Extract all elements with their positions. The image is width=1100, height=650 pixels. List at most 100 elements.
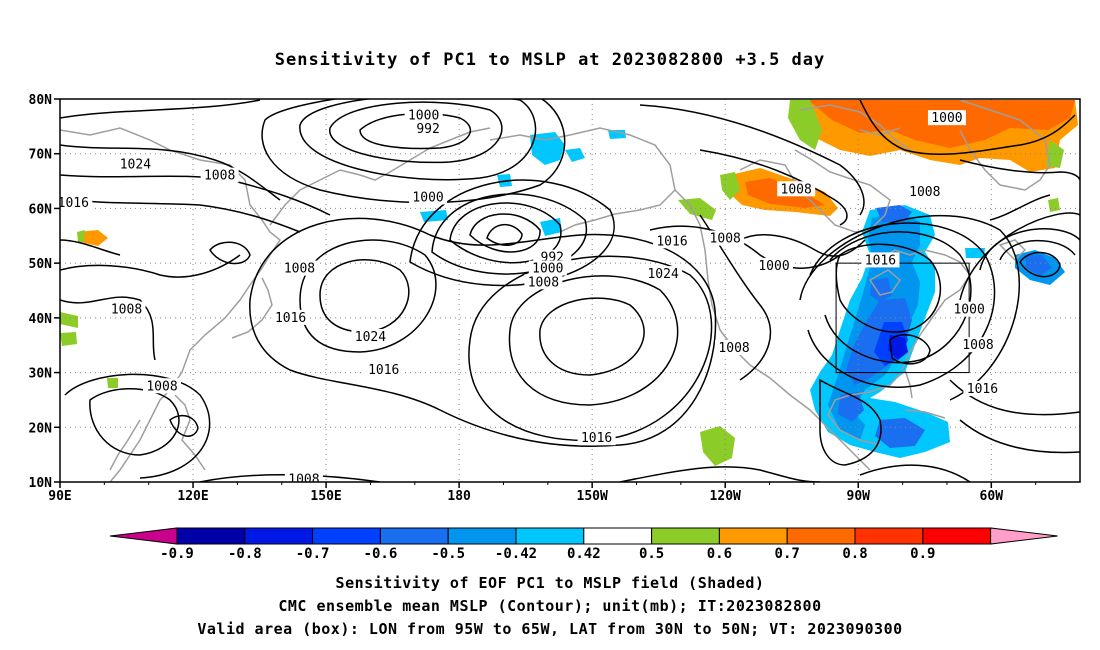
lon-tick-label: 120E [177, 489, 208, 504]
caption-contour: CMC ensemble mean MSLP (Contour); unit(m… [278, 597, 822, 615]
colorbar-segment [651, 527, 720, 545]
contour-label: 1000 [758, 259, 789, 274]
lon-tick-label: 150E [310, 489, 341, 504]
colorbar-label: 0.5 [639, 546, 664, 562]
plot-frame [59, 98, 1081, 483]
latitude-axis: 80N 70N 60N 50N 40N 30N 20N 10N [29, 93, 60, 491]
contour-label-bg [755, 257, 793, 273]
contour-label-bg [364, 361, 403, 377]
map-title: Sensitivity of PC1 to MSLP at 2023082800… [274, 50, 826, 70]
colorbar-label: -0.9 [160, 546, 194, 562]
colorbar-label: 0.7 [775, 546, 800, 562]
caption-shading: Sensitivity of EOF PC1 to MSLP field (Sh… [335, 574, 765, 592]
contour-label: 1008 [528, 275, 559, 290]
contour-label-bg [528, 260, 567, 276]
contour-label: 992 [416, 122, 439, 137]
colorbar-label: -0.42 [495, 546, 537, 562]
colorbar-label: -0.5 [431, 546, 465, 562]
longitude-axis: 90E 120E 150E 180 150W 120W 90W 60W [48, 482, 1037, 504]
contour-label-bg [280, 260, 319, 276]
contour-label-bg [644, 266, 683, 282]
lat-tick-label: 40N [29, 312, 53, 327]
colorbar-segment [515, 527, 585, 545]
negative-sensitivity-shading [420, 130, 1065, 458]
lat-tick-label: 30N [29, 367, 53, 382]
lat-tick-label: 70N [29, 148, 53, 163]
contour-label-bg [409, 189, 448, 205]
contour-label: 1016 [865, 253, 896, 268]
lat-tick-label: 10N [29, 476, 53, 491]
contour-label: 1008 [909, 185, 940, 200]
contour-label: 1024 [120, 158, 151, 173]
lat-tick-label: 80N [29, 93, 53, 108]
colorbar-segment [379, 527, 449, 545]
contour-label: 1000 [953, 303, 984, 318]
contour-label: 1000 [532, 262, 563, 277]
contour-label: 1016 [275, 311, 306, 326]
colorbar-label: -0.6 [364, 546, 398, 562]
colorbar-label: -0.7 [296, 546, 330, 562]
lon-tick-label: 90W [847, 489, 871, 504]
contour-label: 1016 [967, 382, 998, 397]
contour-label: 1008 [288, 472, 319, 487]
contour-label-bg [963, 380, 1002, 396]
colorbar-label: 0.6 [707, 546, 732, 562]
colorbar-low-triangle [109, 527, 178, 545]
colorbar-segment [786, 527, 856, 545]
contour-label-bg [143, 378, 181, 394]
lat-tick-label: 50N [29, 257, 53, 272]
contour-label-bg [409, 121, 448, 137]
colorbar-label: 0.8 [842, 546, 867, 562]
contour-label: 1024 [647, 267, 678, 282]
colorbar-segment [312, 527, 381, 545]
lon-tick-label: 180 [447, 489, 471, 504]
contour-label-bg [524, 274, 563, 290]
contour-label: 1016 [368, 363, 399, 378]
colorbar-segment [244, 527, 314, 545]
lat-tick-label: 60N [29, 202, 53, 217]
colorbar-label: -0.8 [228, 546, 262, 562]
valid-area-box [835, 262, 970, 374]
caption-valid-area: Valid area (box): LON from 95W to 65W, L… [197, 620, 903, 638]
mslp-contours [60, 99, 1080, 482]
contour-label-bg [653, 233, 691, 249]
contour-label-bg [959, 337, 997, 353]
contour-label-bg [950, 301, 989, 317]
contour-label-bg [200, 167, 239, 183]
colorbar-label: 0.9 [910, 546, 935, 562]
contour-label: 1024 [355, 330, 386, 345]
contour-label: 1008 [284, 262, 315, 277]
contour-label-bg [60, 194, 93, 210]
lon-tick-label: 90E [48, 489, 71, 504]
contour-label-bg [577, 430, 616, 446]
contour-label: 1008 [710, 232, 741, 247]
contour-label: 1000 [931, 111, 962, 126]
contour-label: 1016 [581, 431, 612, 446]
lon-tick-label: 60W [980, 489, 1004, 504]
contour-label: 1008 [781, 182, 812, 197]
contour-label: 1008 [146, 379, 177, 394]
contour-label: 1000 [408, 108, 439, 123]
colorbar-high-triangle [990, 527, 1058, 545]
contour-label: 1008 [962, 338, 993, 353]
contour-label-bg [777, 181, 816, 197]
colorbar-segment [583, 527, 653, 545]
lat-tick-label: 20N [29, 421, 53, 436]
contour-label-bg [284, 471, 323, 482]
contour-label-bg [706, 230, 745, 246]
contour-label-bg [715, 339, 754, 355]
colorbar: -0.9 -0.8 -0.7 -0.6 -0.5 -0.42 0.42 0.5 0.6 0.7 0.… [109, 527, 1058, 562]
contour-label: 1008 [111, 303, 142, 318]
lon-tick-label: 120W [710, 489, 741, 504]
contour-label-bg [927, 110, 966, 126]
colorbar-segment [922, 527, 992, 545]
contour-label-bg [905, 184, 944, 200]
contour-label-bg [404, 107, 443, 123]
colorbar-label: 0.42 [567, 546, 601, 562]
contour-label: 1008 [204, 169, 235, 184]
lon-tick-label: 150W [577, 489, 608, 504]
contour-label: 1016 [58, 196, 89, 211]
contour-label: 1008 [718, 341, 749, 356]
